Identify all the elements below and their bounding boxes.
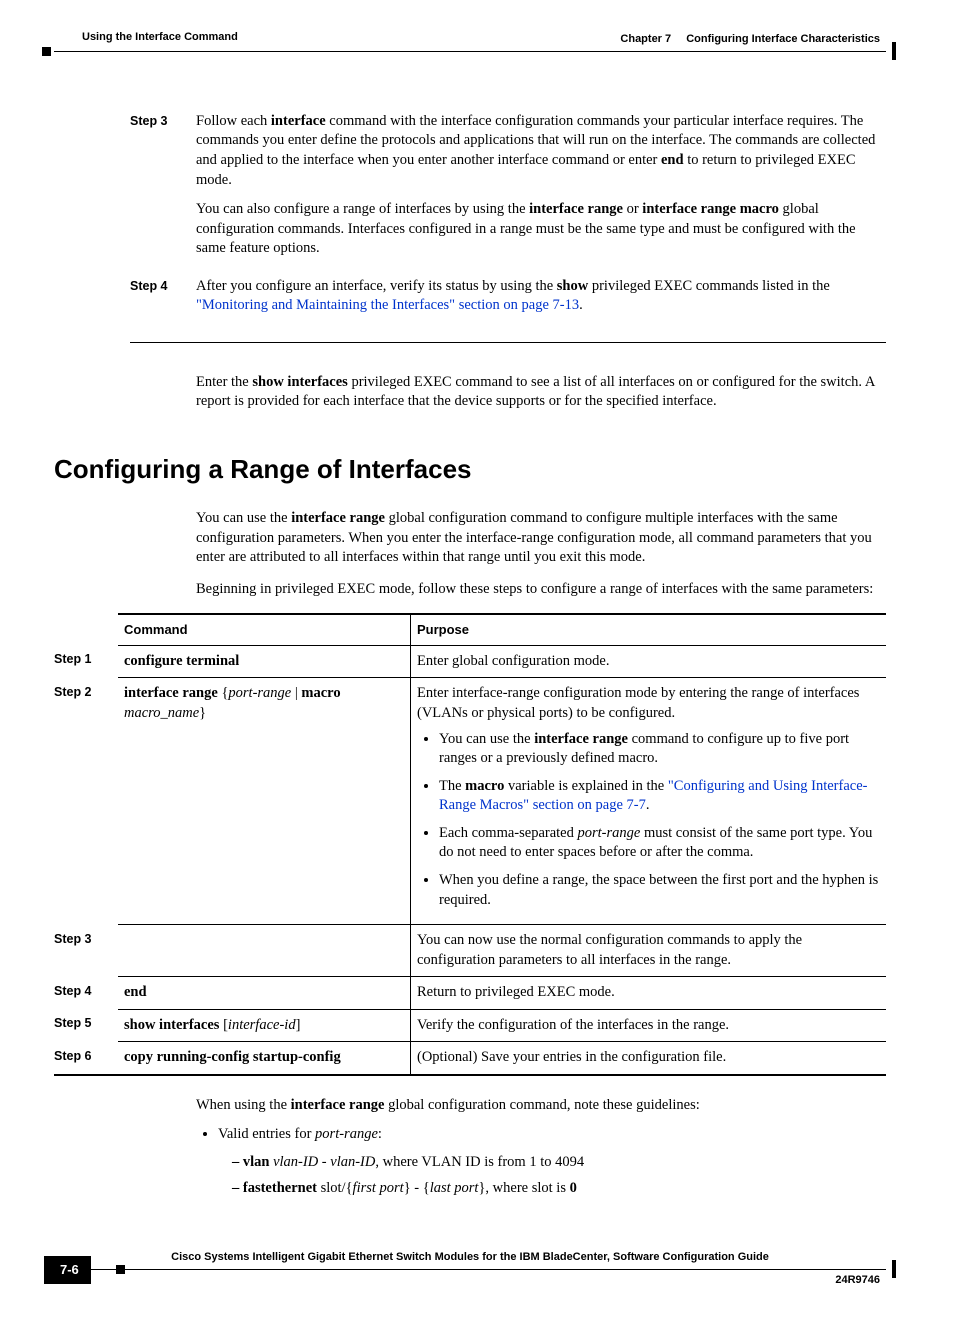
row-purpose: Verify the configuration of the interfac… bbox=[411, 1009, 887, 1042]
th-purpose: Purpose bbox=[411, 614, 887, 645]
command-table: Command Purpose Step 1 configure termina… bbox=[54, 613, 886, 1076]
step3-p1: Follow each interface command with the i… bbox=[196, 112, 886, 190]
page: Using the Interface Command Chapter 7 Co… bbox=[0, 0, 954, 1330]
step-label: Step 3 bbox=[130, 112, 182, 269]
chapter-title: Configuring Interface Characteristics bbox=[686, 33, 880, 45]
step-3: Step 3 Follow each interface command wit… bbox=[130, 112, 886, 269]
chapter-number: Chapter 7 bbox=[620, 33, 671, 45]
list-item: You can use the interface range command … bbox=[439, 730, 880, 769]
list-item: vlan vlan-ID - vlan-ID, where VLAN ID is… bbox=[232, 1153, 886, 1173]
row-purpose: (Optional) Save your entries in the conf… bbox=[411, 1042, 887, 1075]
th-command: Command bbox=[118, 614, 411, 645]
table-row: Step 6 copy running-config startup-confi… bbox=[54, 1042, 886, 1075]
page-number: 7-6 bbox=[44, 1256, 91, 1284]
row-purpose: Enter interface-range configuration mode… bbox=[411, 678, 887, 925]
row-command bbox=[118, 925, 411, 977]
after-steps-para: Enter the show interfaces privileged EXE… bbox=[196, 373, 886, 412]
row-step: Step 3 bbox=[54, 925, 118, 977]
table-row: Step 1 configure terminal Enter global c… bbox=[54, 645, 886, 678]
row-step: Step 6 bbox=[54, 1042, 118, 1075]
row-step: Step 4 bbox=[54, 977, 118, 1010]
section-heading: Configuring a Range of Interfaces bbox=[54, 452, 886, 487]
row-command: copy running-config startup-config bbox=[118, 1042, 411, 1075]
r2-purpose-p: Enter interface-range configuration mode… bbox=[417, 684, 880, 723]
row-command: interface range {port-range | macro macr… bbox=[118, 678, 411, 925]
table-row: Step 5 show interfaces [interface-id] Ve… bbox=[54, 1009, 886, 1042]
list-item: The macro variable is explained in the "… bbox=[439, 777, 880, 816]
running-header: Using the Interface Command Chapter 7 Co… bbox=[54, 30, 886, 47]
steps-block-top: Step 3 Follow each interface command wit… bbox=[130, 112, 886, 343]
table-row: Step 4 end Return to privileged EXEC mod… bbox=[54, 977, 886, 1010]
row-command: end bbox=[118, 977, 411, 1010]
step3-p2: You can also configure a range of interf… bbox=[196, 200, 886, 259]
row-purpose: Enter global configuration mode. bbox=[411, 645, 887, 678]
row-step: Step 2 bbox=[54, 678, 118, 925]
page-footer: Cisco Systems Intelligent Gigabit Ethern… bbox=[54, 1250, 886, 1290]
list-item: fastethernet slot/{first port} - {last p… bbox=[232, 1179, 886, 1199]
r2-purpose-list: You can use the interface range command … bbox=[417, 730, 880, 911]
row-purpose: Return to privileged EXEC mode. bbox=[411, 977, 887, 1010]
guidelines: When using the interface range global co… bbox=[196, 1096, 886, 1198]
row-command: show interfaces [interface-id] bbox=[118, 1009, 411, 1042]
document-number: 24R9746 bbox=[835, 1273, 880, 1288]
guidelines-list: Valid entries for port-range: vlan vlan-… bbox=[196, 1125, 886, 1198]
list-item: Each comma-separated port-range must con… bbox=[439, 824, 880, 863]
step-label: Step 4 bbox=[130, 277, 182, 326]
guidelines-intro: When using the interface range global co… bbox=[196, 1096, 886, 1116]
table-row: Step 2 interface range {port-range | mac… bbox=[54, 678, 886, 925]
list-item: When you define a range, the space betwe… bbox=[439, 871, 880, 910]
step-body: Follow each interface command with the i… bbox=[196, 112, 886, 269]
footer-title: Cisco Systems Intelligent Gigabit Ethern… bbox=[54, 1250, 886, 1265]
header-rule bbox=[54, 51, 886, 52]
intro-p2: Beginning in privileged EXEC mode, follo… bbox=[196, 580, 886, 600]
list-item: Valid entries for port-range: vlan vlan-… bbox=[218, 1125, 886, 1198]
step-4: Step 4 After you configure an interface,… bbox=[130, 277, 886, 326]
header-section: Using the Interface Command bbox=[54, 30, 238, 47]
intro-p1: You can use the interface range global c… bbox=[196, 509, 886, 568]
header-chapter: Chapter 7 Configuring Interface Characte… bbox=[620, 32, 886, 47]
table-row: Step 3 You can now use the normal config… bbox=[54, 925, 886, 977]
step4-p1: After you configure an interface, verify… bbox=[196, 277, 886, 316]
row-step: Step 1 bbox=[54, 645, 118, 678]
footer-rule: 7-6 24R9746 bbox=[54, 1269, 886, 1290]
step-body: After you configure an interface, verify… bbox=[196, 277, 886, 326]
row-purpose: You can now use the normal configuration… bbox=[411, 925, 887, 977]
th-blank bbox=[54, 614, 118, 645]
monitoring-link[interactable]: "Monitoring and Maintaining the Interfac… bbox=[196, 297, 579, 313]
row-step: Step 5 bbox=[54, 1009, 118, 1042]
guidelines-sublist: vlan vlan-ID - vlan-ID, where VLAN ID is… bbox=[218, 1153, 886, 1198]
row-command: configure terminal bbox=[118, 645, 411, 678]
